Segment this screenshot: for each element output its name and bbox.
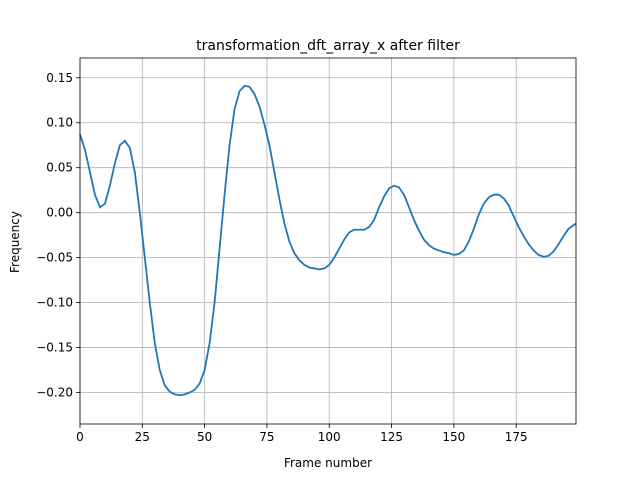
x-tick-label: 25 <box>135 430 150 444</box>
y-tick-label: 0.05 <box>46 161 73 175</box>
x-tick-label: 175 <box>505 430 528 444</box>
x-axis-label: Frame number <box>284 456 372 470</box>
x-tick-label: 150 <box>442 430 465 444</box>
y-tick-label: 0.10 <box>46 116 73 130</box>
y-tick-label: 0.15 <box>46 71 73 85</box>
y-tick-label: −0.10 <box>36 296 73 310</box>
y-tick-label: −0.20 <box>36 386 73 400</box>
chart-title: transformation_dft_array_x after filter <box>196 38 460 54</box>
x-tick-label: 50 <box>197 430 212 444</box>
x-tick-label: 0 <box>76 430 84 444</box>
data-line <box>79 84 577 397</box>
x-tick-label: 75 <box>259 430 274 444</box>
x-tick-label: 100 <box>318 430 341 444</box>
plot-frame <box>79 57 577 425</box>
y-axis-label: Frequency <box>8 211 22 273</box>
x-tick-label: 125 <box>380 430 403 444</box>
y-tick-label: −0.05 <box>36 251 73 265</box>
y-tick-label: −0.15 <box>36 341 73 355</box>
y-tick-label: 0.00 <box>46 206 73 220</box>
